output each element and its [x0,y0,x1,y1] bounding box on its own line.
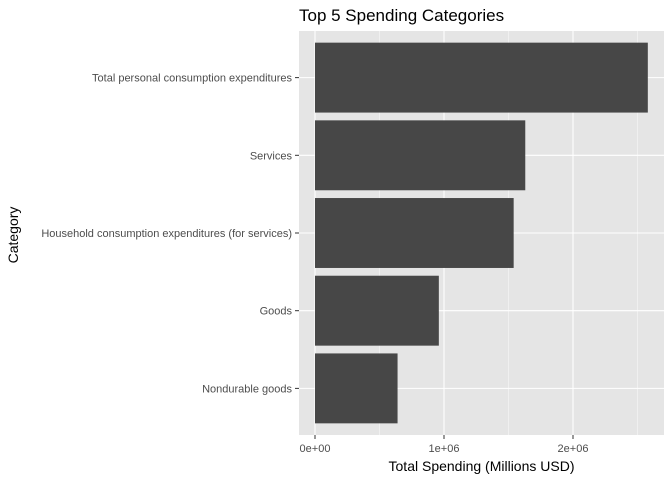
x-tick-label: 1e+06 [429,443,460,455]
y-tick-label: Household consumption expenditures (for … [41,228,292,240]
bar [315,42,648,113]
bar [315,198,514,268]
y-axis-label: Category [5,207,21,264]
x-axis-label: Total Spending (Millions USD) [389,458,575,474]
chart-title: Top 5 Spending Categories [299,6,504,25]
y-axis: Total personal consumption expenditures S… [41,73,299,395]
y-tick-label: Total personal consumption expenditures [92,73,292,85]
y-tick-label: Goods [260,306,293,318]
bar [315,120,526,191]
y-tick-label: Services [250,150,293,162]
bars [315,42,648,424]
y-tick-label: Nondurable goods [202,383,292,395]
x-tick-label: 2e+06 [558,443,589,455]
x-axis: 0e+00 1e+06 2e+06 [300,435,589,455]
bar [315,353,398,424]
bar [315,275,439,346]
x-tick-label: 0e+00 [300,443,331,455]
